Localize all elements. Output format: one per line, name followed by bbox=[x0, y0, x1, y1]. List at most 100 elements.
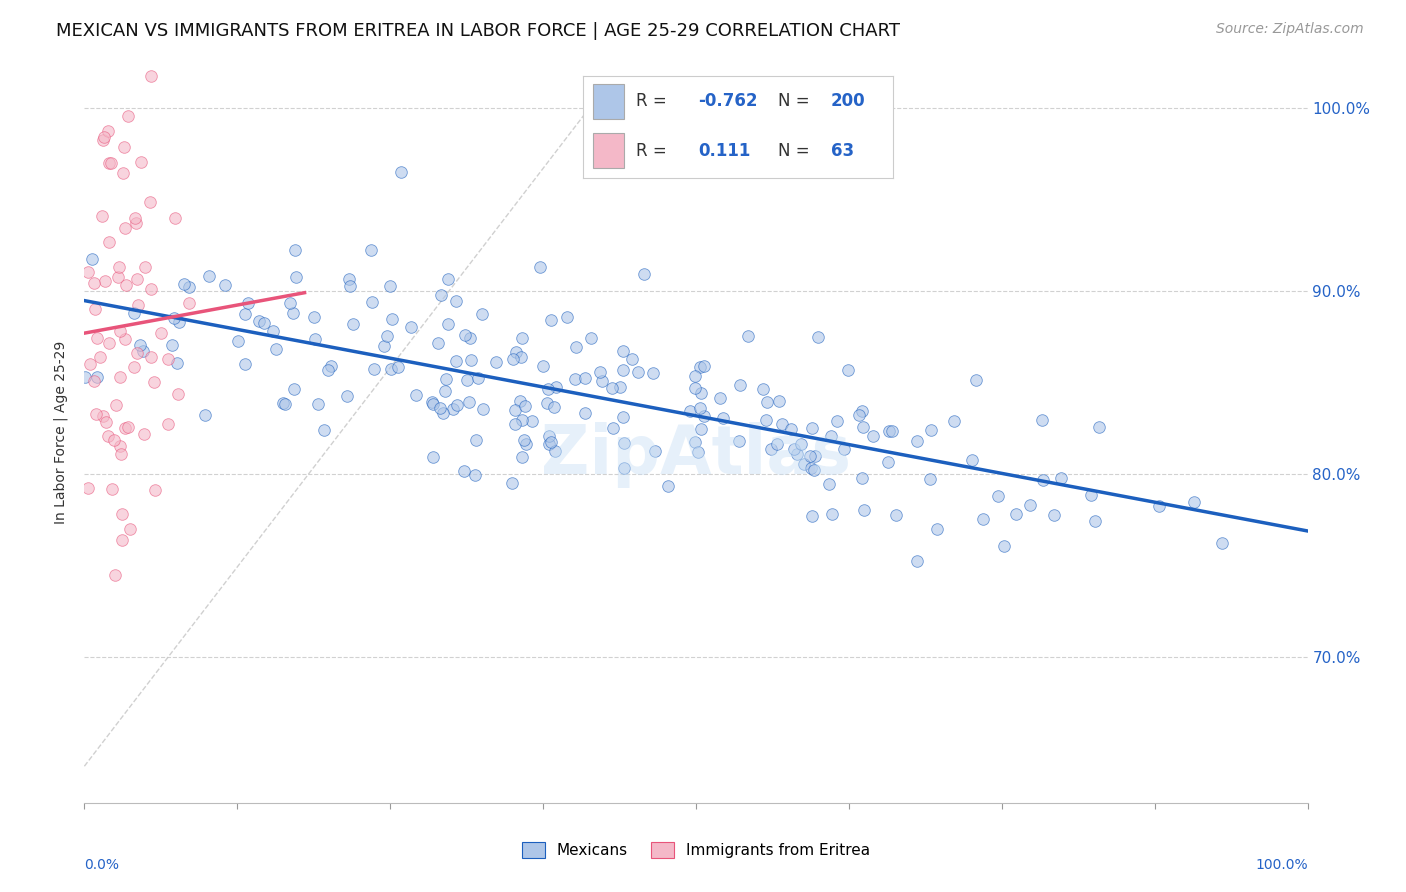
Point bbox=[91, 409, 114, 423]
Point bbox=[433, 384, 456, 399]
Point bbox=[453, 464, 475, 478]
Point bbox=[790, 437, 813, 451]
Point bbox=[644, 444, 666, 458]
Point bbox=[79, 357, 101, 371]
Legend: Mexicans, Immigrants from Eritrea: Mexicans, Immigrants from Eritrea bbox=[515, 834, 877, 865]
Point bbox=[728, 377, 751, 392]
Point bbox=[363, 362, 385, 376]
Point bbox=[613, 436, 636, 450]
Bar bbox=[593, 84, 624, 119]
Point bbox=[689, 422, 711, 436]
Point bbox=[993, 539, 1015, 553]
Point bbox=[783, 442, 806, 456]
Point bbox=[271, 395, 294, 409]
Point bbox=[817, 477, 839, 491]
Point bbox=[380, 278, 402, 293]
Point bbox=[920, 423, 942, 437]
Point bbox=[755, 413, 778, 427]
Point bbox=[125, 216, 148, 230]
Point bbox=[613, 460, 636, 475]
Point bbox=[543, 400, 565, 414]
Point bbox=[127, 298, 149, 312]
Point bbox=[134, 260, 156, 274]
Point bbox=[97, 336, 120, 351]
Point bbox=[114, 221, 136, 235]
Point bbox=[437, 272, 460, 286]
Point bbox=[851, 403, 873, 417]
Point bbox=[574, 406, 596, 420]
Point bbox=[314, 423, 336, 437]
Point bbox=[278, 296, 301, 310]
Point bbox=[692, 359, 714, 373]
Point bbox=[1019, 498, 1042, 512]
Point bbox=[163, 211, 186, 225]
Point bbox=[142, 375, 165, 389]
Point bbox=[770, 417, 793, 431]
Point bbox=[683, 381, 706, 395]
Point bbox=[304, 333, 326, 347]
Point bbox=[83, 301, 105, 316]
Point bbox=[759, 442, 782, 456]
Point bbox=[342, 317, 364, 331]
Point bbox=[853, 503, 876, 517]
Text: 100.0%: 100.0% bbox=[1256, 857, 1308, 871]
Point bbox=[612, 343, 634, 358]
Point bbox=[104, 568, 127, 582]
Point bbox=[942, 414, 965, 428]
Point bbox=[381, 312, 404, 326]
Point bbox=[786, 446, 808, 460]
Point bbox=[1005, 507, 1028, 521]
Text: ZipAtlas: ZipAtlas bbox=[541, 422, 851, 488]
Point bbox=[264, 342, 287, 356]
Y-axis label: In Labor Force | Age 25-29: In Labor Force | Age 25-29 bbox=[53, 341, 69, 524]
Point bbox=[880, 424, 903, 438]
Point bbox=[163, 311, 186, 326]
Point bbox=[89, 350, 111, 364]
Point bbox=[194, 408, 217, 422]
Point bbox=[141, 350, 163, 364]
Point bbox=[432, 406, 454, 420]
Point bbox=[709, 391, 731, 405]
Point bbox=[972, 512, 994, 526]
Point bbox=[537, 382, 560, 396]
Point bbox=[91, 209, 114, 223]
Point bbox=[173, 277, 195, 292]
Point bbox=[627, 365, 650, 379]
Point bbox=[683, 434, 706, 449]
Point bbox=[228, 334, 250, 348]
Point bbox=[420, 394, 443, 409]
Point bbox=[77, 481, 100, 495]
Point bbox=[380, 362, 402, 376]
Point bbox=[538, 437, 561, 451]
Text: MEXICAN VS IMMIGRANTS FROM ERITREA IN LABOR FORCE | AGE 25-29 CORRELATION CHART: MEXICAN VS IMMIGRANTS FROM ERITREA IN LA… bbox=[56, 22, 900, 40]
Text: Source: ZipAtlas.com: Source: ZipAtlas.com bbox=[1216, 22, 1364, 37]
Point bbox=[987, 489, 1010, 503]
Point bbox=[641, 366, 664, 380]
Point bbox=[1080, 488, 1102, 502]
Point bbox=[111, 533, 134, 547]
Point bbox=[589, 365, 612, 379]
Point bbox=[179, 296, 201, 310]
Point bbox=[807, 330, 830, 344]
Point bbox=[405, 387, 427, 401]
Point bbox=[100, 156, 122, 170]
Point bbox=[927, 522, 949, 536]
Point bbox=[83, 276, 105, 290]
Point bbox=[96, 415, 118, 429]
Point bbox=[100, 482, 122, 496]
Point bbox=[803, 463, 825, 477]
Point bbox=[316, 363, 339, 377]
Point bbox=[167, 387, 190, 401]
Point bbox=[821, 508, 844, 522]
Point bbox=[143, 483, 166, 497]
Point bbox=[540, 312, 562, 326]
Text: -0.762: -0.762 bbox=[697, 93, 758, 111]
Point bbox=[564, 372, 586, 386]
Point bbox=[502, 352, 524, 367]
Point bbox=[574, 371, 596, 385]
Point bbox=[169, 315, 191, 329]
Point bbox=[399, 320, 422, 334]
Point bbox=[1149, 500, 1171, 514]
Point bbox=[471, 307, 494, 321]
Point bbox=[446, 398, 468, 412]
